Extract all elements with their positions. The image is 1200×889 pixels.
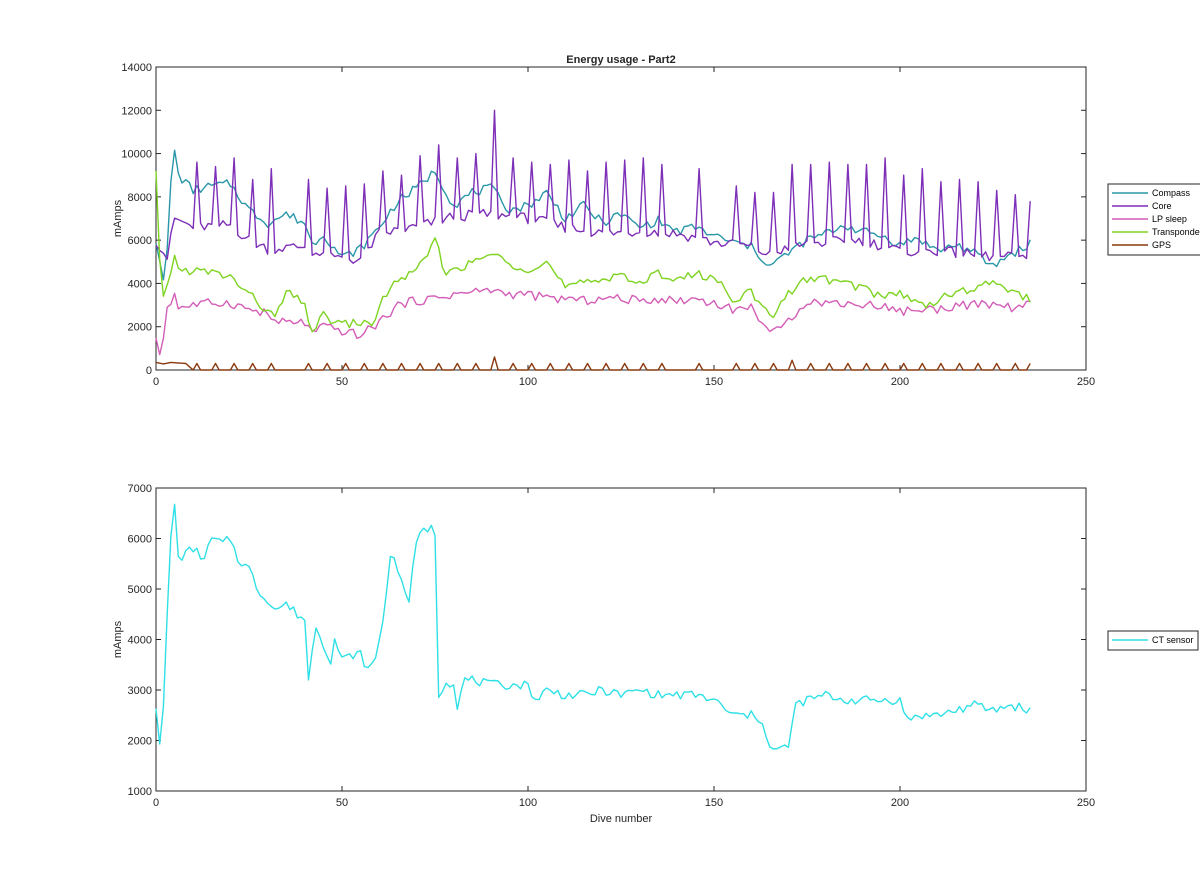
x-tick-label: 100: [519, 376, 537, 388]
y-tick-label: 12000: [121, 105, 152, 117]
y-tick-label: 6000: [128, 235, 152, 247]
legend: Compass Core LP sleep Transponder GPS: [1107, 183, 1200, 256]
series-line-core: [155, 109, 1031, 264]
legend-label: Transponder: [1152, 227, 1200, 237]
y-tick-label: 8000: [128, 192, 152, 204]
y-tick-label: 2000: [128, 736, 152, 748]
legend-label: Core: [1152, 201, 1172, 211]
x-tick-label: 50: [336, 376, 348, 388]
series-line-transponder: [155, 170, 1031, 333]
x-axis: 0 50 100 150 200 250: [153, 67, 1095, 388]
legend-label: Compass: [1152, 188, 1191, 198]
y-tick-label: 5000: [128, 584, 152, 596]
x-tick-label: 250: [1077, 797, 1095, 809]
y-tick-label: 0: [146, 365, 152, 377]
series-line-compass: [155, 149, 1031, 281]
series-lines: [155, 109, 1031, 371]
x-tick-label: 50: [336, 797, 348, 809]
y-tick-label: 4000: [128, 278, 152, 290]
x-axis-label: Dive number: [590, 813, 653, 825]
x-axis: 0 50 100 150 200 250: [153, 488, 1095, 809]
x-tick-label: 0: [153, 376, 159, 388]
y-tick-label: 6000: [128, 534, 152, 546]
legend-box: [1107, 630, 1199, 651]
x-tick-label: 100: [519, 797, 537, 809]
x-tick-label: 0: [153, 797, 159, 809]
series-line-ct-sensor: [155, 503, 1031, 750]
x-tick-label: 200: [891, 376, 909, 388]
legend-label: CT sensor: [1152, 635, 1193, 645]
legend-label: GPS: [1152, 240, 1171, 250]
x-tick-label: 250: [1077, 376, 1095, 388]
y-tick-label: 10000: [121, 149, 152, 161]
y-axis-label: mAmps: [112, 199, 124, 237]
y-tick-label: 7000: [128, 483, 152, 495]
y-axis: 0 2000 4000 6000 8000 10000 12000 14000: [121, 62, 1086, 377]
legend-label: LP sleep: [1152, 214, 1187, 224]
y-tick-label: 14000: [121, 62, 152, 74]
y-tick-label: 2000: [128, 322, 152, 334]
series-lines: [155, 503, 1031, 750]
series-line-gps: [155, 356, 1031, 371]
series-line-lp-sleep: [155, 287, 1031, 356]
x-tick-label: 150: [705, 797, 723, 809]
x-tick-label: 200: [891, 797, 909, 809]
ct-sensor-chart: Dive number mAmps 0 50 100 150 200 250 1000 20…: [112, 483, 1199, 825]
energy-usage-chart: Energy usage - Part2 mAmps 0 50 100 150 200 2…: [112, 54, 1200, 388]
plot-area: [155, 487, 1087, 792]
chart-title: Energy usage - Part2: [566, 54, 675, 66]
y-tick-label: 1000: [128, 786, 152, 798]
y-axis-label: mAmps: [112, 620, 124, 658]
x-tick-label: 150: [705, 376, 723, 388]
y-tick-label: 4000: [128, 635, 152, 647]
y-tick-label: 3000: [128, 685, 152, 697]
legend: CT sensor: [1107, 630, 1199, 651]
y-axis: 1000 2000 3000 4000 5000 6000 7000: [128, 483, 1086, 798]
